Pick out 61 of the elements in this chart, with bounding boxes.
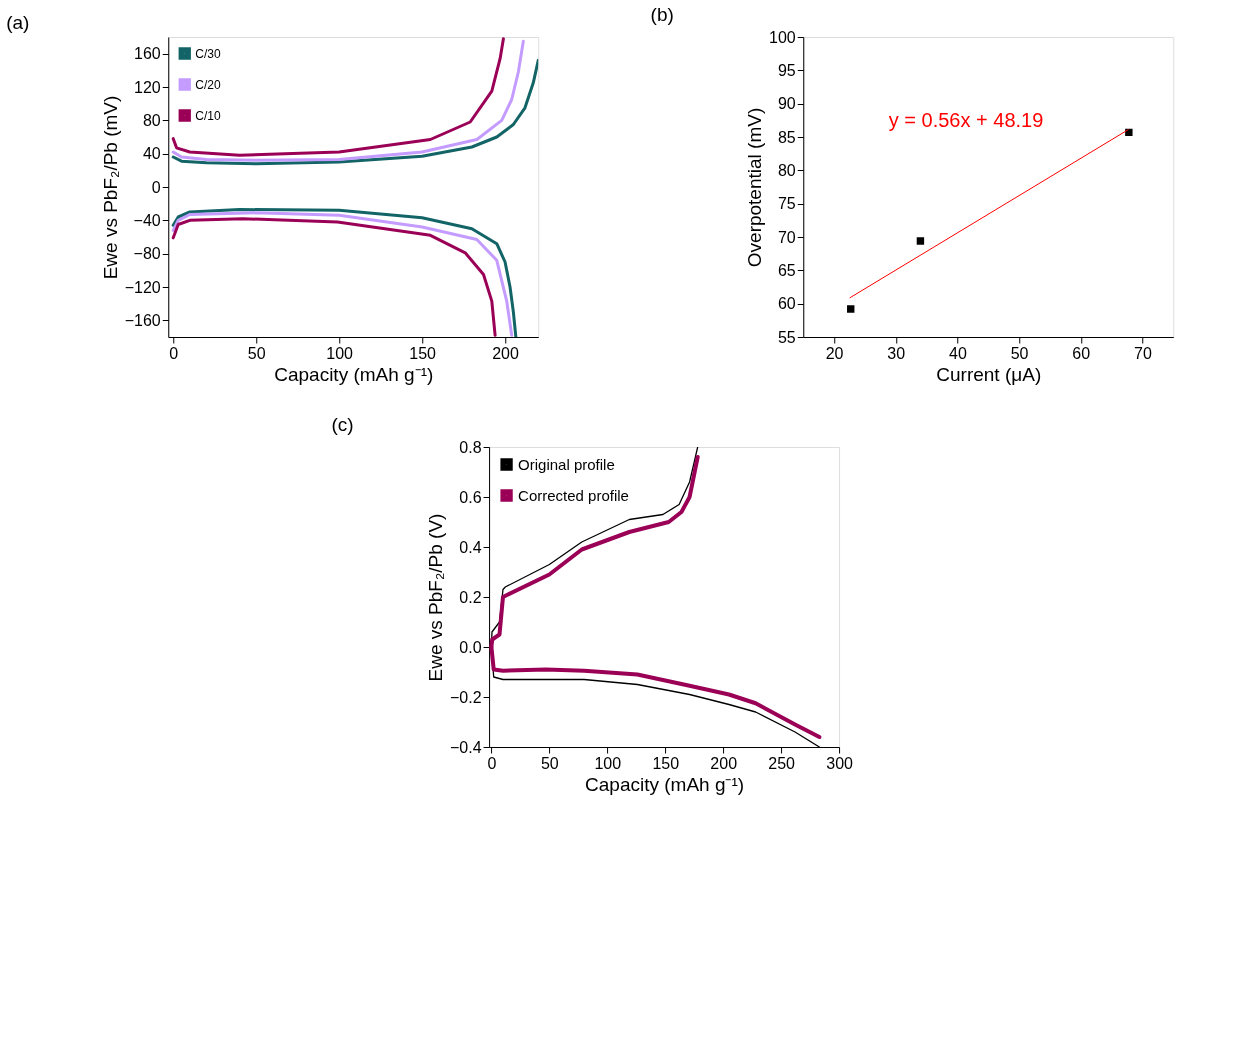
- y-tick-label: 0.4: [459, 538, 482, 556]
- legend-label: C/10: [195, 108, 221, 123]
- x-tick-label: 150: [409, 344, 437, 362]
- y-tick-label: 95: [777, 61, 796, 79]
- x-tick-label: 0: [487, 754, 497, 772]
- x-tick-label: 30: [887, 344, 906, 362]
- x-tick-label: 20: [825, 344, 844, 362]
- x-tick-label: 50: [540, 754, 559, 772]
- legend-label: C/30: [195, 46, 221, 61]
- x-tick-label: 60: [1072, 344, 1091, 362]
- y-tick-label: 70: [777, 228, 796, 246]
- y-tick-label: −120: [124, 278, 161, 296]
- y-tick-label: 160: [134, 45, 161, 63]
- y-tick-label: 85: [777, 128, 796, 146]
- annotation: y = 0.56x + 48.19: [888, 109, 1044, 131]
- y-tick-label: 90: [777, 95, 796, 113]
- legend-label: Corrected profile: [518, 486, 629, 504]
- y-tick-label: −40: [133, 211, 161, 229]
- x-tick-label: 300: [826, 754, 854, 772]
- y-tick-label: 0: [151, 178, 161, 196]
- y-tick-label: 80: [777, 161, 796, 179]
- x-tick-label: 100: [326, 344, 354, 362]
- y-tick-label: 55: [777, 328, 796, 346]
- chart-title: (b): [650, 4, 674, 25]
- y-tick-label: 65: [777, 261, 796, 279]
- x-axis-title: Current (μA): [936, 363, 1042, 385]
- legend-label: C/20: [195, 77, 221, 92]
- y-tick-label: 0.2: [459, 588, 482, 606]
- point: [847, 305, 855, 313]
- y-tick-label: 80: [142, 111, 161, 129]
- x-tick-label: 50: [247, 344, 266, 362]
- x-tick-label: 150: [652, 754, 680, 772]
- y-tick-label: −80: [133, 245, 161, 263]
- y-tick-label: 40: [142, 145, 161, 163]
- y-axis-title: Ewe vs PbF₂/Pb (mV): [99, 95, 121, 280]
- y-axis-title: Ewe vs PbF₂/Pb (V): [424, 513, 446, 682]
- x-tick-label: 250: [768, 754, 796, 772]
- y-tick-label: 75: [777, 195, 796, 213]
- x-tick-label: 200: [492, 344, 520, 362]
- y-tick-label: 0.0: [459, 638, 482, 656]
- x-axis-title: Capacity (mAh g⁻¹): [585, 773, 745, 795]
- x-tick-label: 0: [169, 344, 179, 362]
- y-tick-label: −0.4: [449, 738, 482, 756]
- x-tick-label: 70: [1134, 344, 1152, 362]
- y-tick-label: 0.6: [459, 488, 482, 506]
- y-tick-label: −160: [124, 311, 161, 329]
- chart-title: (a): [6, 12, 30, 33]
- y-tick-label: 120: [134, 78, 161, 96]
- x-tick-label: 100: [594, 754, 622, 772]
- y-tick-label: 0.8: [459, 438, 482, 456]
- x-tick-label: 200: [710, 754, 738, 772]
- x-tick-label: 40: [949, 344, 967, 362]
- chart-title: (c): [331, 414, 354, 435]
- point: [916, 237, 925, 245]
- x-tick-label: 50: [1010, 344, 1029, 362]
- y-tick-label: 60: [777, 295, 796, 313]
- y-axis-title: Overpotential (mV): [744, 107, 766, 268]
- legend-label: Original profile: [518, 455, 615, 473]
- y-tick-label: −0.2: [449, 688, 482, 706]
- x-axis-title: Capacity (mAh g⁻¹): [274, 363, 434, 385]
- y-tick-label: 100: [769, 28, 796, 46]
